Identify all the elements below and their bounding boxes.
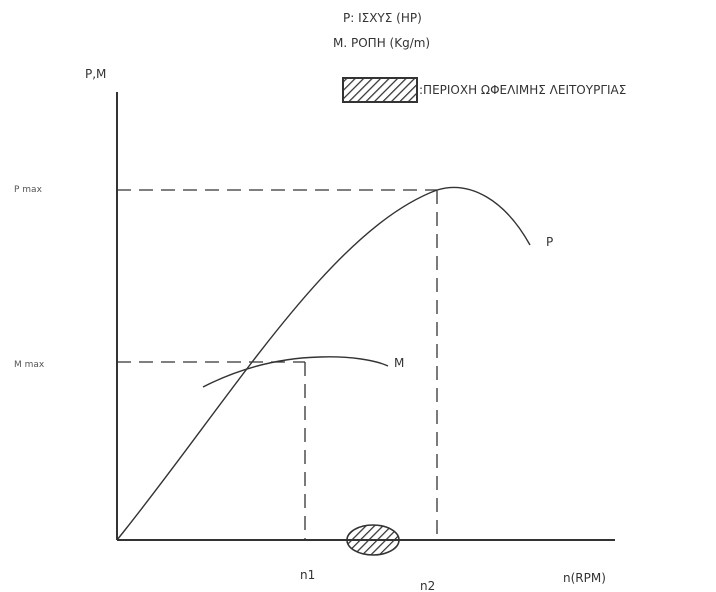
y-axis-label: P,M <box>85 67 106 81</box>
torque-curve-label: M <box>394 356 404 370</box>
y-tick-mmax: M max <box>14 360 45 370</box>
power-curve-label: P <box>546 235 553 249</box>
x-tick-n2: n2 <box>420 579 435 592</box>
legend-torque-text: M. ΡΟΠΗ (Kg/m) <box>333 36 430 50</box>
power-curve <box>116 186 531 541</box>
legend-operating-region-text: :ΠΕΡΙΟΧΗ ΩΦΕΛΙΜΗΣ ΛΕΙΤΟΥΡΓΙΑΣ <box>419 83 626 97</box>
operating-region-ellipse <box>346 524 400 556</box>
x-axis-label: n(RPM) <box>563 571 606 585</box>
torque-curve <box>202 356 389 388</box>
y-tick-pmax: P max <box>14 185 43 195</box>
legend-hatch-swatch <box>342 77 418 103</box>
x-tick-n1: n1 <box>300 568 315 582</box>
legend-power-text: P: ΙΣΧΥΣ (HP) <box>343 11 422 25</box>
